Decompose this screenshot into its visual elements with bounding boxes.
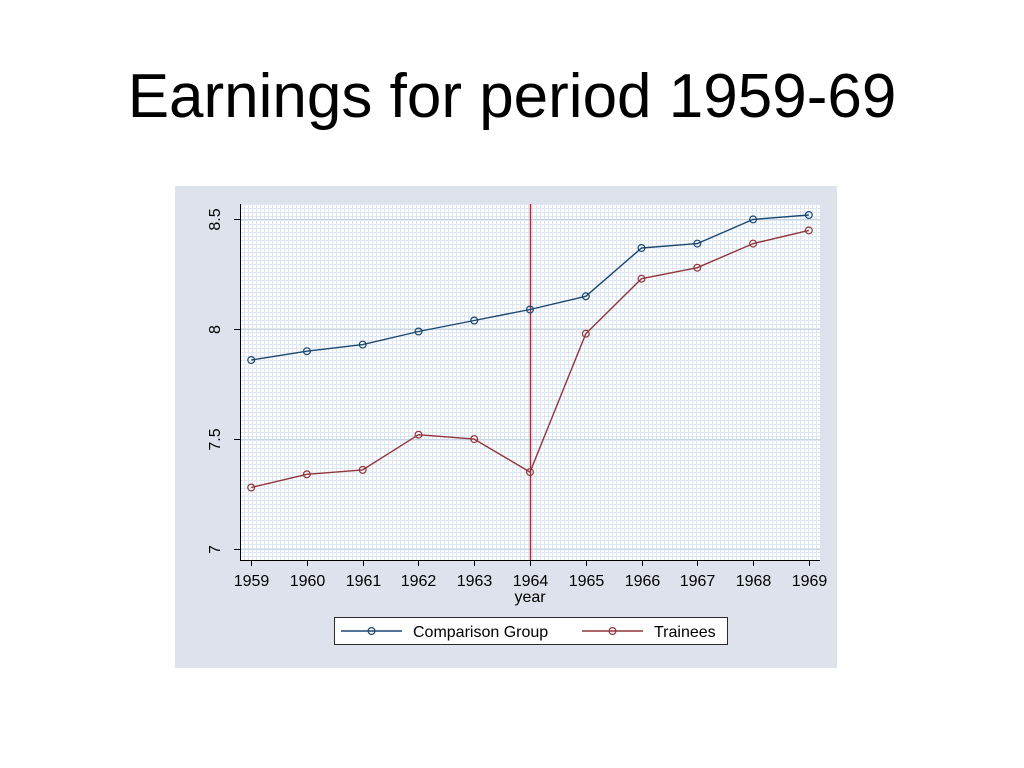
- data-point-trainees-1968: [749, 239, 758, 248]
- x-axis-title: year: [514, 589, 546, 606]
- legend-swatch-marker-trainees: [608, 627, 617, 636]
- data-point-comparison-group-1959: [247, 356, 256, 365]
- data-point-trainees-1969: [804, 226, 813, 235]
- data-point-comparison-group-1961: [358, 340, 367, 349]
- x-tick-label: 1964: [513, 573, 549, 590]
- series-line-trainees: [251, 229, 809, 489]
- legend-item-comparison-group: Comparison Group: [341, 624, 548, 641]
- x-tick-label: 1967: [680, 573, 716, 590]
- data-point-comparison-group-1963: [470, 316, 479, 325]
- slide-title: Earnings for period 1959-69: [127, 62, 897, 131]
- data-point-trainees-1967: [693, 263, 702, 272]
- legend: Comparison Group Trainees: [334, 617, 728, 645]
- data-point-trainees-1961: [358, 465, 367, 474]
- data-point-comparison-group-1969: [804, 211, 813, 220]
- y-tick-label: 8: [207, 325, 224, 334]
- chart-panel: 7 7.5 8 8.5 1959 1960 1961 1962 1963 1964 1965 196…: [175, 186, 837, 668]
- data-point-comparison-group-1962: [414, 327, 423, 336]
- y-axis-ticks: 7 7.5 8 8.5: [207, 208, 240, 554]
- x-tick-label: 1962: [401, 573, 437, 590]
- series-layer: [247, 211, 813, 492]
- x-tick-label: 1966: [625, 573, 661, 590]
- x-tick-label: 1963: [457, 573, 493, 590]
- legend-label-trainees: Trainees: [654, 624, 716, 641]
- data-point-trainees-1965: [581, 329, 590, 338]
- data-point-trainees-1966: [637, 274, 646, 283]
- x-tick-label: 1961: [346, 573, 382, 590]
- data-point-trainees-1962: [414, 430, 423, 439]
- data-point-trainees-1960: [302, 470, 311, 479]
- data-point-trainees-1964: [526, 468, 535, 477]
- series-line-comparison-group: [251, 214, 809, 361]
- data-point-trainees-1963: [470, 435, 479, 444]
- y-tick-label: 7: [207, 545, 224, 554]
- line-chart: 7 7.5 8 8.5 1959 1960 1961 1962 1963 1964 1965 196…: [207, 204, 828, 645]
- legend-label-comparison-group: Comparison Group: [413, 624, 548, 641]
- data-point-trainees-1959: [247, 483, 256, 492]
- legend-item-trainees: Trainees: [582, 624, 716, 641]
- y-tick-label: 8.5: [207, 208, 224, 230]
- x-tick-label: 1959: [234, 573, 270, 590]
- x-tick-label: 1960: [290, 573, 326, 590]
- data-point-comparison-group-1960: [302, 347, 311, 356]
- x-axis-ticks: 1959 1960 1961 1962 1963 1964 1965 1966 1967 1968…: [234, 560, 828, 590]
- data-point-comparison-group-1964: [526, 305, 535, 314]
- series-trainees: [247, 226, 813, 492]
- x-tick-label: 1968: [736, 573, 772, 590]
- data-point-comparison-group-1968: [749, 215, 758, 224]
- data-point-comparison-group-1967: [693, 239, 702, 248]
- x-tick-label: 1969: [792, 573, 828, 590]
- series-comparison-group: [247, 211, 813, 365]
- data-point-comparison-group-1966: [637, 243, 646, 252]
- legend-swatch-marker-comparison-group: [367, 627, 376, 636]
- y-tick-label: 7.5: [207, 428, 224, 450]
- data-point-comparison-group-1965: [581, 292, 590, 301]
- x-tick-label: 1965: [569, 573, 605, 590]
